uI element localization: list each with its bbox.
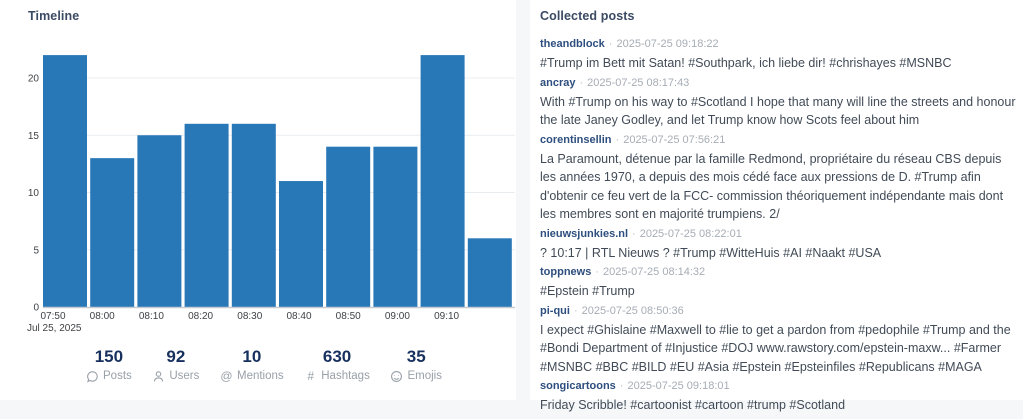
post-author[interactable]: songicartoons xyxy=(540,380,616,392)
timeline-bar[interactable] xyxy=(467,238,512,307)
stat-label-text: Posts xyxy=(103,370,132,382)
user-icon xyxy=(152,370,165,383)
post-item: toppnews · 2025-07-25 08:14:32 #Epstein #T… xyxy=(540,266,1017,301)
post-text: ? 10:17 | RTL Nieuws ? #Trump #WitteHuis… xyxy=(540,245,882,260)
stat-item: 150 Posts xyxy=(86,347,132,384)
collected-posts-title: Collected posts xyxy=(540,9,635,23)
post-separator: · xyxy=(595,266,600,278)
post-author[interactable]: corentinsellin xyxy=(540,133,612,146)
x-axis-tick-label: 08:40 xyxy=(286,311,311,322)
timeline-bar[interactable] xyxy=(43,55,87,307)
speech-bubble-icon xyxy=(86,370,99,383)
stats-row: 150 Posts 92 Users 10 @ Mentions 630 # H… xyxy=(86,347,442,384)
timeline-bar[interactable] xyxy=(90,158,135,307)
timeline-bar[interactable] xyxy=(184,123,229,307)
post-item: theandblock · 2025-07-25 09:18:22 #Trump i… xyxy=(540,38,1017,73)
post-header: ancray · 2025-07-25 08:17:43 xyxy=(540,77,1017,90)
collected-posts-panel: Collected posts theandblock · 2025-07-25 0… xyxy=(530,0,1023,412)
stat-label-text: Hashtags xyxy=(321,370,370,382)
stat-label: Users xyxy=(152,369,199,384)
stat-value: 10 xyxy=(242,347,262,366)
y-axis-tick-label: 0 xyxy=(33,303,39,314)
post-author[interactable]: nieuwsjunkies.nl xyxy=(540,227,629,240)
x-axis-tick-label: 08:20 xyxy=(188,311,213,322)
post-author[interactable]: theandblock xyxy=(540,38,605,50)
timeline-panel: Timeline 0 5 10 15 20 07:50 08:00 08:10 08:20 08:… xyxy=(0,0,516,400)
post-header: theandblock · 2025-07-25 09:18:22 xyxy=(540,38,1017,51)
stat-label-text: Emojis xyxy=(407,370,442,382)
stat-value: 630 xyxy=(322,347,352,366)
timeline-bar[interactable] xyxy=(373,146,418,307)
post-separator: · xyxy=(619,380,624,392)
post-item: corentinsellin · 2025-07-25 07:56:21 La Pa… xyxy=(540,134,1017,224)
post-text: La Paramount, détenue par la famille Red… xyxy=(540,151,1004,222)
y-axis-tick-label: 15 xyxy=(28,131,40,142)
smiley-icon xyxy=(390,370,403,383)
post-timestamp: 2025-07-25 09:18:01 xyxy=(627,380,730,392)
stat-item: 35 Emojis xyxy=(390,347,442,384)
post-separator: · xyxy=(615,133,620,146)
posts-list: theandblock · 2025-07-25 09:18:22 #Trump i… xyxy=(540,38,1017,419)
post-item: ancray · 2025-07-25 08:17:43 With #Trump o… xyxy=(540,77,1017,130)
post-timestamp: 2025-07-25 08:14:32 xyxy=(603,266,706,278)
stat-value: 150 xyxy=(94,347,124,366)
post-item: pi-qui · 2025-07-25 08:50:36 I expect #Ghi… xyxy=(540,305,1017,377)
post-text: With #Trump on his way to #Scotland I ho… xyxy=(540,94,1016,128)
timeline-bar[interactable] xyxy=(279,181,323,307)
post-separator: · xyxy=(579,76,584,89)
x-axis-tick-label: 08:50 xyxy=(336,311,361,322)
x-axis-tick-label: 08:00 xyxy=(90,311,115,322)
post-author[interactable]: pi-qui xyxy=(540,304,570,317)
post-separator: · xyxy=(608,38,613,50)
x-axis-date-label: Jul 25, 2025 xyxy=(27,323,82,334)
post-header: toppnews · 2025-07-25 08:14:32 xyxy=(540,266,1017,279)
timeline-title: Timeline xyxy=(28,9,80,23)
stat-value: 35 xyxy=(406,347,426,366)
timeline-bar[interactable] xyxy=(420,55,465,307)
stat-label: Posts xyxy=(86,369,132,384)
post-author[interactable]: ancray xyxy=(540,76,576,89)
timeline-bar[interactable] xyxy=(137,135,182,307)
at-sign-icon: @ xyxy=(220,369,233,383)
stat-label: Emojis xyxy=(390,369,442,384)
stat-value: 92 xyxy=(166,347,186,366)
stat-item: 92 Users xyxy=(152,347,199,384)
post-header: pi-qui · 2025-07-25 08:50:36 xyxy=(540,305,1017,318)
y-axis-tick-label: 10 xyxy=(28,188,40,199)
post-text: #Epstein #Trump xyxy=(540,284,635,298)
stat-label-text: Mentions xyxy=(236,370,284,382)
post-item: songicartoons · 2025-07-25 09:18:01 Friday… xyxy=(540,380,1017,415)
x-axis-tick-label: 09:10 xyxy=(434,311,459,322)
timeline-bar[interactable] xyxy=(326,146,371,307)
x-axis-tick-label: 08:10 xyxy=(139,311,164,322)
post-text: #Trump im Bett mit Satan! #Southpark, ic… xyxy=(540,56,952,70)
post-header: songicartoons · 2025-07-25 09:18:01 xyxy=(540,380,1017,393)
stat-label: # Hashtags xyxy=(304,369,370,384)
post-text: I expect #Ghislaine #Maxwell to #lie to … xyxy=(540,322,1011,374)
x-axis-tick-label: 09:00 xyxy=(385,311,410,322)
post-text: Friday Scribble! #cartoonist #cartoon #t… xyxy=(540,398,846,412)
stat-item: 10 @ Mentions xyxy=(220,347,284,384)
stat-item: 630 # Hashtags xyxy=(304,347,370,384)
post-author[interactable]: toppnews xyxy=(540,266,592,278)
post-separator: · xyxy=(632,227,636,240)
post-header: corentinsellin · 2025-07-25 07:56:21 xyxy=(540,134,1017,147)
hash-icon: # xyxy=(307,369,315,383)
post-timestamp: 2025-07-25 08:50:36 xyxy=(581,304,684,317)
post-item: nieuwsjunkies.nl · 2025-07-25 08:22:01 ? 1… xyxy=(540,228,1017,263)
post-header: nieuwsjunkies.nl · 2025-07-25 08:22:01 xyxy=(540,228,1017,241)
post-timestamp: 2025-07-25 07:56:21 xyxy=(623,133,726,146)
timeline-bar-chart[interactable]: 0 5 10 15 20 07:50 08:00 08:10 08:20 08:30 08:40 08… xyxy=(0,0,516,338)
stat-label: @ Mentions xyxy=(220,369,284,384)
x-axis-tick-label: 08:30 xyxy=(237,311,262,322)
y-axis-tick-label: 20 xyxy=(28,74,40,85)
post-timestamp: 2025-07-25 08:22:01 xyxy=(639,227,742,240)
timeline-bar[interactable] xyxy=(231,123,276,307)
post-separator: · xyxy=(573,304,578,317)
post-timestamp: 2025-07-25 08:17:43 xyxy=(587,76,690,89)
stat-label-text: Users xyxy=(169,370,200,382)
post-timestamp: 2025-07-25 09:18:22 xyxy=(616,38,719,50)
x-axis-tick-label: 07:50 xyxy=(40,311,65,322)
y-axis-tick-label: 5 xyxy=(33,245,39,256)
